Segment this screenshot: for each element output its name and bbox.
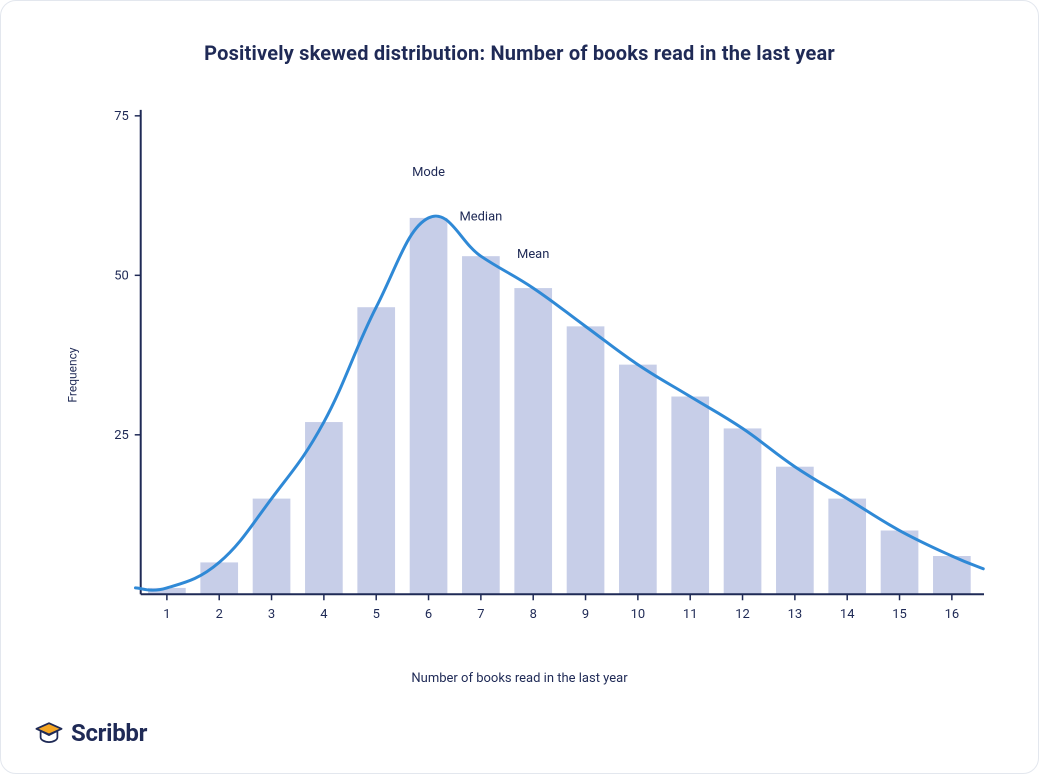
bar	[462, 256, 500, 594]
bar	[776, 467, 814, 595]
bar	[828, 499, 866, 595]
x-axis-label: Number of books read in the last year	[51, 671, 988, 686]
bar	[305, 422, 343, 594]
x-tick-label: 5	[373, 607, 380, 622]
bar	[410, 218, 448, 594]
x-tick-label: 9	[582, 607, 589, 622]
x-tick-label: 3	[268, 607, 275, 622]
x-tick-label: 4	[320, 607, 327, 622]
bar	[881, 531, 919, 595]
bar	[671, 397, 709, 595]
y-tick-label: 75	[114, 109, 129, 124]
x-tick-label: 7	[477, 607, 484, 622]
logo-text: Scribbr	[71, 719, 147, 747]
x-tick-label: 13	[788, 607, 803, 622]
x-tick-label: 6	[425, 607, 432, 622]
bar	[567, 326, 605, 594]
annotation: Mean	[517, 247, 549, 262]
bar	[253, 499, 291, 595]
bar	[619, 365, 657, 595]
bar	[200, 562, 238, 594]
annotation: Median	[459, 209, 502, 224]
x-tick-label: 8	[530, 607, 537, 622]
graduation-cap-icon	[35, 719, 63, 747]
x-tick-label: 15	[892, 607, 907, 622]
bar	[724, 428, 762, 594]
x-tick-label: 14	[840, 607, 855, 622]
x-tick-label: 11	[683, 607, 698, 622]
chart-svg: 12345678910111213141516255075ModeMedianM…	[51, 85, 988, 665]
x-tick-label: 2	[216, 607, 223, 622]
chart-title: Positively skewed distribution: Number o…	[51, 41, 988, 65]
x-tick-label: 1	[163, 607, 170, 622]
y-tick-label: 25	[114, 428, 129, 443]
bar	[514, 288, 552, 594]
y-tick-label: 50	[114, 268, 129, 283]
chart-card: Positively skewed distribution: Number o…	[0, 0, 1039, 774]
scribbr-logo: Scribbr	[35, 719, 147, 747]
x-tick-label: 12	[735, 607, 750, 622]
annotation: Mode	[412, 165, 445, 180]
x-tick-label: 16	[945, 607, 960, 622]
x-tick-label: 10	[631, 607, 646, 622]
plot-container: Frequency 12345678910111213141516255075M…	[51, 85, 988, 665]
y-axis-label: Frequency	[66, 347, 80, 402]
bar	[357, 307, 395, 594]
